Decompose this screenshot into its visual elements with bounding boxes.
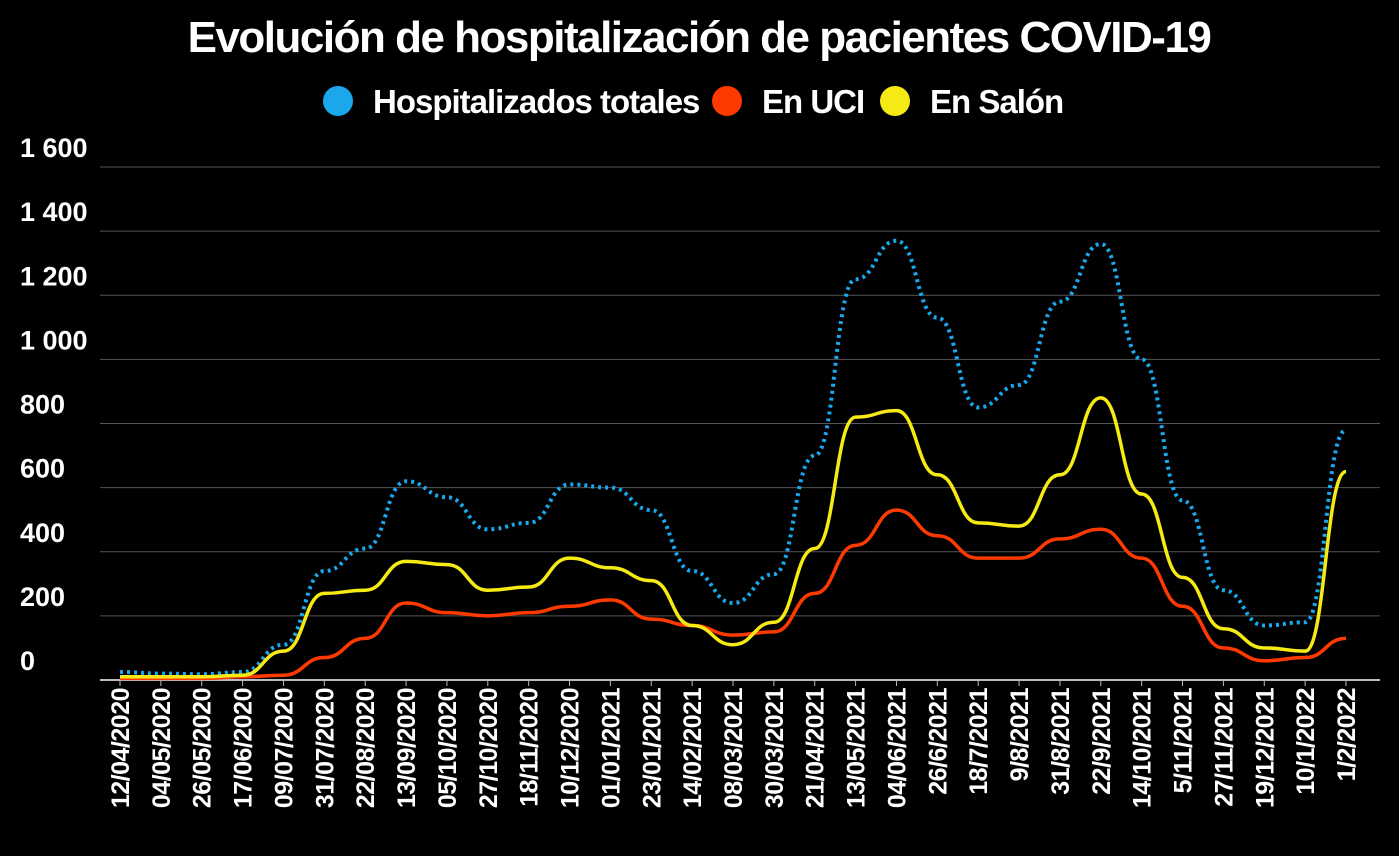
series-lines: [120, 241, 1346, 679]
x-tick-label: 01/01/2021: [597, 687, 625, 808]
legend-marker: [712, 86, 742, 116]
x-tick-label: 08/03/2021: [720, 687, 748, 808]
x-tick-label: 26/6/2021: [924, 687, 952, 794]
x-tick-label: 10/12/2020: [557, 688, 585, 808]
x-tick-label: 09/07/2020: [270, 688, 298, 808]
series-line-0: [120, 241, 1346, 674]
y-tick-label: 1 600: [20, 133, 88, 163]
y-tick-label: 800: [20, 390, 65, 420]
y-tick-label: 1 400: [20, 197, 88, 227]
x-tick-label: 12/04/2020: [107, 688, 135, 808]
legend: Hospitalizados totales En UCI En Salón: [323, 83, 1063, 120]
x-tick-label: 19/12/2021: [1251, 687, 1279, 808]
legend-marker: [323, 86, 353, 116]
legend-label: En UCI: [762, 83, 864, 120]
x-tick-label: 13/05/2021: [843, 687, 871, 808]
x-tick-label: 26/05/2020: [189, 688, 217, 808]
x-tick-label: 1/2/2022: [1333, 688, 1361, 781]
x-tick-label: 23/01/2021: [638, 687, 666, 808]
x-tick-label: 13/09/2020: [393, 688, 421, 808]
x-tick-label: 04/05/2020: [148, 688, 176, 808]
x-tick-label: 17/06/2020: [230, 688, 258, 808]
x-tick-label: 18/7/2021: [965, 687, 993, 794]
x-tick-label: 9/8/2021: [1006, 687, 1034, 781]
x-tick-label: 14/10/2021: [1129, 687, 1157, 808]
y-tick-label: 0: [20, 646, 35, 676]
y-tick-label: 1 200: [20, 261, 88, 291]
x-tick-label: 04/06/2021: [883, 687, 911, 808]
legend-label: Hospitalizados totales: [373, 83, 699, 120]
x-tick-label: 10/1/2022: [1292, 688, 1320, 795]
legend-label: En Salón: [930, 83, 1063, 120]
chart-title: Evolución de hospitalización de paciente…: [188, 13, 1211, 62]
x-tick-label: 5/11/2021: [1170, 687, 1198, 793]
x-tick-label: 18/11/2020: [516, 688, 544, 807]
x-tick-label: 22/08/2020: [352, 688, 380, 808]
x-tick-label: 31/07/2020: [311, 688, 339, 808]
x-tick-label: 30/03/2021: [761, 687, 789, 808]
y-tick-label: 600: [20, 454, 65, 484]
x-tick-label: 21/04/2021: [802, 687, 830, 808]
y-axis: 0 200 400 600 800 1 000 1 200 1 400 1 600: [20, 133, 88, 676]
x-tick-label: 14/02/2021: [679, 687, 707, 808]
legend-marker: [880, 86, 910, 116]
x-tick-label: 27/11/2021: [1210, 687, 1238, 806]
y-tick-label: 200: [20, 582, 65, 612]
x-axis: 12/04/2020 04/05/2020 26/05/2020 17/06/2020…: [107, 680, 1361, 808]
x-tick-label: 31/8/2021: [1047, 687, 1075, 794]
y-tick-label: 1 000: [20, 325, 88, 355]
x-tick-label: 27/10/2020: [475, 688, 503, 808]
x-tick-label: 05/10/2020: [434, 688, 462, 808]
x-tick-label: 22/9/2021: [1088, 687, 1116, 794]
y-tick-label: 400: [20, 518, 65, 548]
